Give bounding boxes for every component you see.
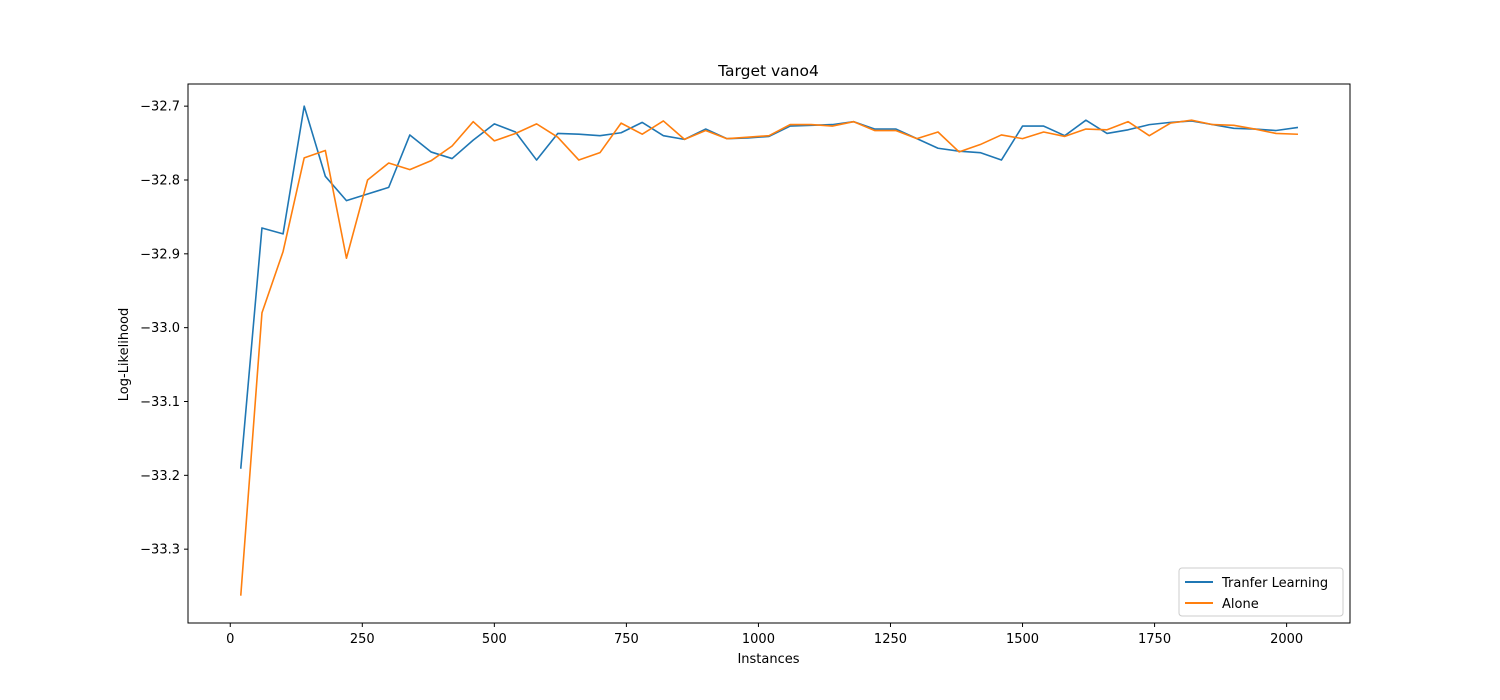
x-tick-label: 500 xyxy=(482,632,507,647)
legend-label-alone: Alone xyxy=(1222,597,1259,612)
x-axis-label: Instances xyxy=(737,652,799,667)
series-line-1 xyxy=(239,119,1299,596)
y-tick-label: −32.8 xyxy=(140,173,180,188)
x-tick-label: 0 xyxy=(226,632,234,647)
y-axis: −33.3 −33.2 −33.1 −33.0 −32.9 −32.8 −32.7 xyxy=(140,100,188,558)
y-tick-label: −33.1 xyxy=(140,395,180,410)
x-tick-label: 1750 xyxy=(1138,632,1171,647)
x-axis: 0 250 500 750 1000 1250 1500 1750 2000 xyxy=(226,623,1303,647)
x-tick-label: 1000 xyxy=(742,632,775,647)
x-tick-label: 2000 xyxy=(1270,632,1303,647)
x-tick-label: 1500 xyxy=(1006,632,1039,647)
y-tick-label: −33.3 xyxy=(140,543,180,558)
legend-label-transfer: Tranfer Learning xyxy=(1221,576,1328,591)
y-axis-label: Log-Likelihood xyxy=(117,308,132,401)
x-tick-label: 250 xyxy=(350,632,375,647)
y-tick-label: −32.7 xyxy=(140,100,180,115)
axes-frame xyxy=(187,83,1351,624)
x-tick-label: 750 xyxy=(614,632,639,647)
y-tick-label: −32.9 xyxy=(140,247,180,262)
legend: Tranfer Learning Alone xyxy=(1178,567,1344,617)
chart-title: Target vano4 xyxy=(717,62,819,80)
plot-area xyxy=(239,105,1299,596)
legend-box xyxy=(1178,567,1344,617)
y-tick-label: −33.2 xyxy=(140,469,180,484)
x-tick-label: 1250 xyxy=(874,632,907,647)
y-tick-label: −33.0 xyxy=(140,321,180,336)
